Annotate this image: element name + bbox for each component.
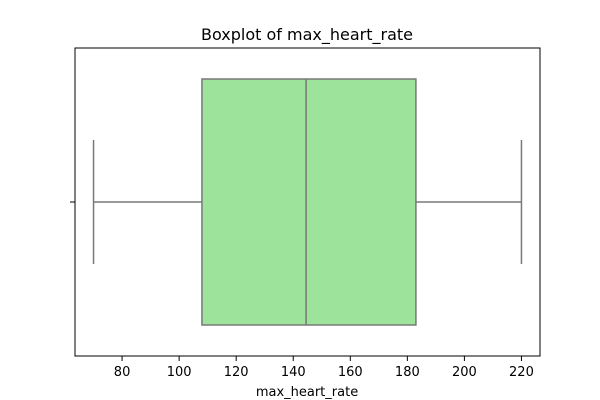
x-tick-label: 100 bbox=[167, 365, 192, 380]
x-tick-label: 200 bbox=[452, 365, 477, 380]
x-tick-label: 160 bbox=[338, 365, 363, 380]
x-tick-label: 80 bbox=[114, 365, 131, 380]
box-plot bbox=[92, 78, 523, 326]
x-tick-label: 220 bbox=[509, 365, 534, 380]
x-axis-label: max_heart_rate bbox=[256, 385, 358, 400]
iqr-box bbox=[201, 78, 417, 326]
x-axis: 80 100 120 140 160 180 200 220 bbox=[114, 356, 534, 380]
x-tick-label: 140 bbox=[281, 365, 306, 380]
x-tick-label: 120 bbox=[224, 365, 249, 380]
x-tick-label: 180 bbox=[395, 365, 420, 380]
chart-title: Boxplot of max_heart_rate bbox=[201, 25, 413, 45]
